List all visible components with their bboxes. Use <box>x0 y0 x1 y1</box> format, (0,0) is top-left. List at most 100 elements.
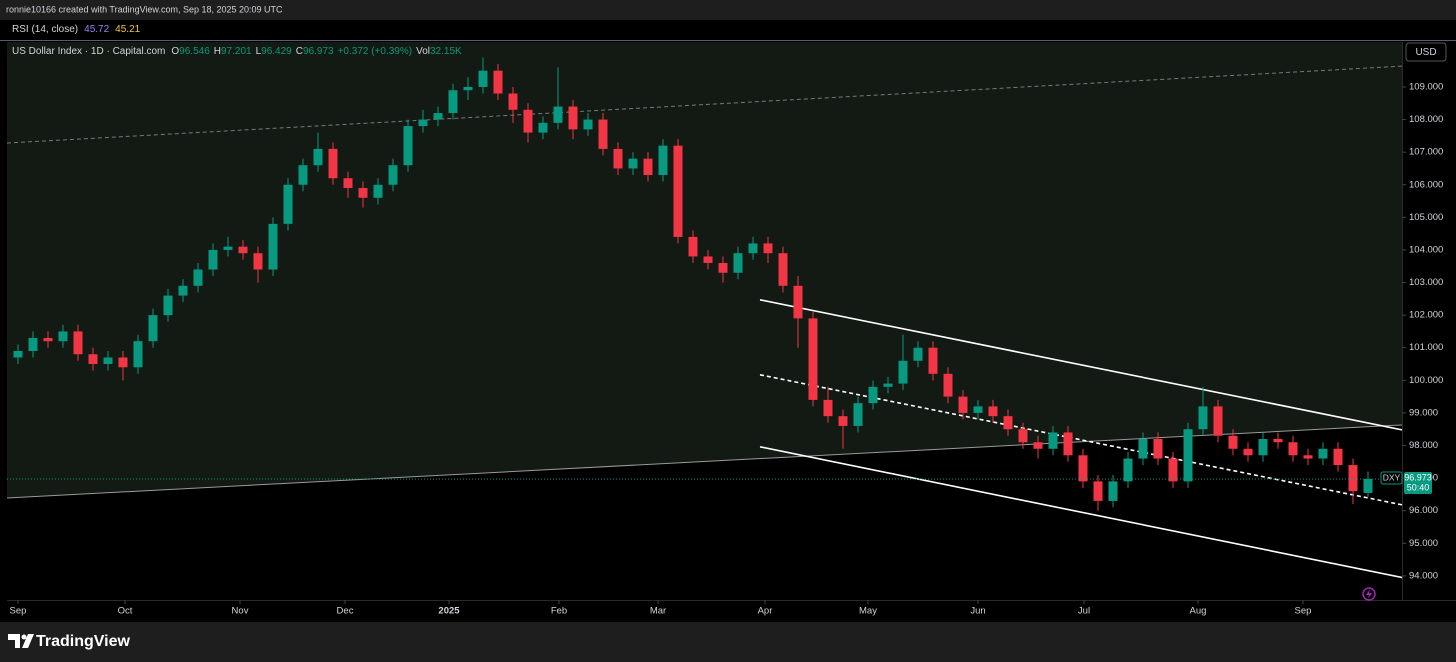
candle-body <box>1048 432 1058 449</box>
candle-body <box>88 354 98 365</box>
candle-body <box>238 246 248 254</box>
y-tick-label: 103.000 <box>1409 277 1443 288</box>
candle-body <box>388 165 398 185</box>
candle-body <box>433 113 443 120</box>
brand-name: TradingView <box>36 633 131 650</box>
candle-body <box>1063 432 1073 456</box>
volume-value: 32.15K <box>430 46 462 57</box>
candle-body <box>343 178 353 189</box>
candle-body <box>118 357 128 368</box>
countdown-label: 50:40 <box>1407 482 1430 492</box>
x-tick-label: May <box>859 606 877 617</box>
indicator-value: 45.21 <box>115 24 140 35</box>
candle-body <box>973 406 983 413</box>
x-tick-label: Nov <box>232 606 249 617</box>
candle-body <box>298 165 308 185</box>
candle-body <box>358 188 368 198</box>
plot-area: 94.00095.00096.00097.00098.00099.000100.… <box>6 42 1456 617</box>
y-tick-label: 106.000 <box>1409 179 1443 190</box>
candle-body <box>613 148 623 169</box>
x-tick-label: Jun <box>970 606 985 617</box>
candle-body <box>133 341 143 368</box>
ohlc-value: 97.201 <box>221 46 252 57</box>
candle-body <box>313 148 323 166</box>
trendline <box>6 424 1403 499</box>
last-price-label: 96.973 <box>1404 472 1432 482</box>
candle-body <box>778 253 788 286</box>
x-tick-label: Apr <box>758 606 773 617</box>
candle-body <box>448 90 458 114</box>
x-tick-label: 2025 <box>438 606 460 617</box>
y-tick-label: 96.000 <box>1409 505 1438 516</box>
candle-body <box>253 253 263 270</box>
y-tick-label: 108.000 <box>1409 114 1443 125</box>
candle-body <box>943 373 953 397</box>
trendline <box>759 446 1403 579</box>
candle-body <box>1168 458 1178 482</box>
credit: ronnie10166 created with TradingView.com… <box>6 4 283 14</box>
ohlc-value: 96.429 <box>261 46 292 57</box>
indicator-legend: RSI (14, close) 45.72 45.21 <box>12 24 141 35</box>
candle-body <box>373 184 383 198</box>
candle-body <box>1153 438 1163 459</box>
candle-body <box>793 285 803 319</box>
y-tick-label: 107.000 <box>1409 147 1443 158</box>
candle-body <box>1363 478 1373 493</box>
candle-body <box>178 285 188 296</box>
brand-logo <box>8 634 34 648</box>
candle-body <box>103 357 113 365</box>
shaded-region <box>7 42 1402 498</box>
currency-label: USD <box>1415 47 1436 58</box>
candle-body <box>808 318 818 400</box>
candle-body <box>403 126 413 166</box>
candle-body <box>598 119 608 149</box>
x-tick-label: Jul <box>1078 606 1090 617</box>
candle-body <box>1078 455 1088 482</box>
candle-body <box>13 350 23 358</box>
candle-body <box>268 223 278 270</box>
candle-body <box>418 119 428 127</box>
candle-body <box>1033 442 1043 449</box>
y-tick-label: 95.000 <box>1409 538 1438 549</box>
y-tick-label: 98.000 <box>1409 440 1438 451</box>
candle-body <box>748 243 758 254</box>
candle-body <box>1213 406 1223 436</box>
candle-body <box>883 383 893 387</box>
x-tick-label: Oct <box>118 606 133 617</box>
y-tick-label: 109.000 <box>1409 81 1443 92</box>
candle-body <box>478 70 488 87</box>
currency-button[interactable] <box>1405 42 1447 62</box>
candle-body <box>538 122 548 133</box>
candle-body <box>1003 416 1013 430</box>
symbol-tag <box>1380 471 1403 485</box>
ohlc-key: L <box>256 46 262 57</box>
candle-body <box>1303 455 1313 459</box>
candle-body <box>1288 442 1298 456</box>
candle-body <box>658 145 668 175</box>
candle-body <box>583 119 593 130</box>
candle-body <box>1333 448 1343 466</box>
x-tick-label: Feb <box>551 606 567 617</box>
candle-body <box>928 347 938 374</box>
candle-body <box>283 184 293 224</box>
last-price-tag <box>1404 471 1432 494</box>
candle-body <box>1228 435 1238 449</box>
candle-body <box>703 256 713 263</box>
y-tick-label: 100.000 <box>1409 375 1443 386</box>
alert-bolt <box>1366 589 1372 599</box>
x-tick-label: Mar <box>650 606 666 617</box>
candle-body <box>1318 448 1328 459</box>
alert-icon[interactable] <box>1362 587 1376 601</box>
candle-body <box>328 148 338 179</box>
candle-body <box>958 396 968 413</box>
candle-body <box>898 360 908 384</box>
candle-body <box>1183 429 1193 482</box>
trendline <box>6 65 1403 144</box>
candle-body <box>688 236 698 257</box>
candle-body <box>1018 429 1028 443</box>
candle-body <box>28 337 38 351</box>
y-tick-label: 99.000 <box>1409 407 1438 418</box>
candle-body <box>523 109 533 133</box>
